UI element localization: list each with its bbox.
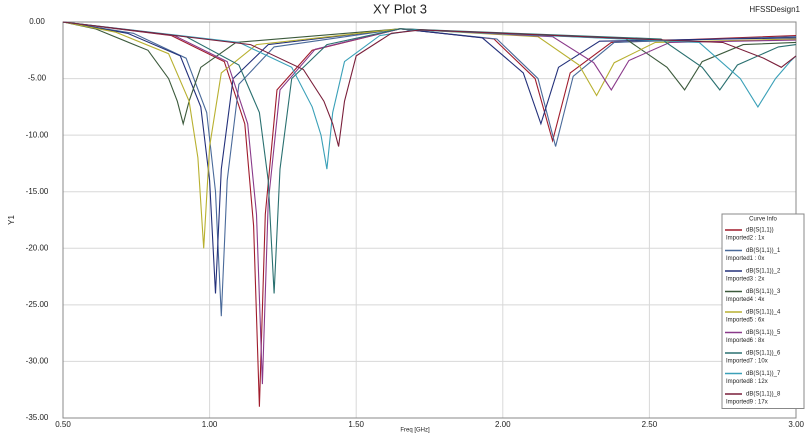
curve bbox=[62, 21, 797, 170]
y-tick-label: -5.00 bbox=[28, 74, 47, 83]
x-tick-label: 1.00 bbox=[202, 420, 218, 429]
y-axis-label: Y1 bbox=[7, 215, 16, 225]
y-tick-label: -20.00 bbox=[26, 243, 49, 252]
legend-label: dB(S(1,1))_6 bbox=[746, 351, 781, 357]
x-tick-label: 0.50 bbox=[55, 420, 71, 429]
legend-source: Imported8 : 12x bbox=[726, 379, 768, 385]
legend-label: dB(S(1,1))_4 bbox=[746, 310, 781, 316]
plot-frame bbox=[62, 21, 797, 419]
curve bbox=[62, 21, 797, 249]
x-tick-label: 2.50 bbox=[642, 420, 658, 429]
x-tick-label: 1.50 bbox=[348, 420, 364, 429]
y-tick-label: -35.00 bbox=[26, 413, 49, 422]
legend-label: dB(S(1,1))_3 bbox=[746, 289, 781, 295]
legend-label: dB(S(1,1))_7 bbox=[746, 371, 781, 377]
y-tick-label: -30.00 bbox=[26, 357, 49, 366]
curve bbox=[62, 21, 797, 385]
x-tick-label: 3.00 bbox=[788, 420, 804, 429]
y-tick-label: -25.00 bbox=[26, 300, 49, 309]
curve bbox=[62, 21, 797, 317]
legend-source: Imported6 : 8x bbox=[726, 338, 764, 344]
legend-label: dB(S(1,1))_1 bbox=[746, 248, 781, 254]
legend-source: Imported2 : 1x bbox=[726, 236, 764, 242]
chart-title: XY Plot 3 bbox=[373, 1, 427, 16]
curve bbox=[62, 21, 797, 294]
legend-source: Imported4 : 4x bbox=[726, 297, 764, 303]
legend-label: dB(S(1,1))_8 bbox=[746, 392, 781, 398]
legend-source: Imported5 : 6x bbox=[726, 318, 764, 324]
design-name: HFSSDesign1 bbox=[749, 5, 800, 14]
x-axis-label: Freq [GHz] bbox=[400, 428, 430, 434]
legend-source: Imported1 : 0x bbox=[726, 256, 764, 262]
y-tick-label: 0.00 bbox=[29, 17, 45, 26]
curve bbox=[62, 21, 797, 126]
curve bbox=[62, 21, 797, 147]
curve bbox=[62, 21, 797, 294]
legend-source: Imported3 : 2x bbox=[726, 277, 764, 283]
curve bbox=[62, 21, 797, 407]
legend-label: dB(S(1,1))_5 bbox=[746, 330, 781, 336]
legend-label: dB(S(1,1)) bbox=[746, 228, 774, 234]
legend-source: Imported9 : 17x bbox=[726, 400, 768, 406]
x-tick-label: 2.00 bbox=[495, 420, 511, 429]
y-tick-label: -15.00 bbox=[26, 187, 49, 196]
legend-title: Curve Info bbox=[749, 217, 777, 223]
y-tick-label: -10.00 bbox=[26, 130, 49, 139]
legend-label: dB(S(1,1))_2 bbox=[746, 269, 781, 275]
legend-source: Imported7 : 10x bbox=[726, 359, 768, 365]
